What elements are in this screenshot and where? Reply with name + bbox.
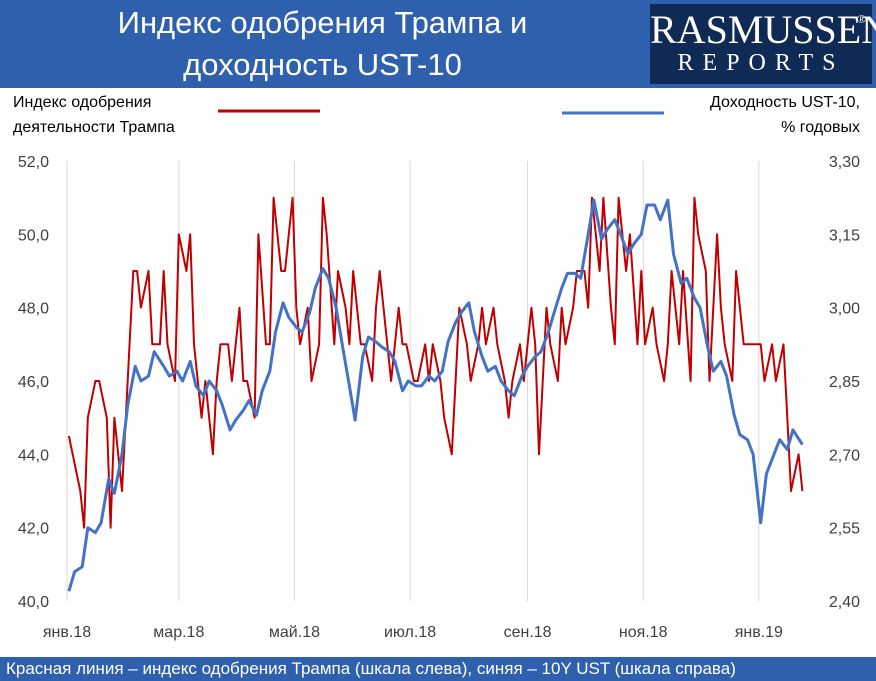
legend: Индекс одобрения деятельности Трампа Дох… — [13, 94, 860, 136]
x-tick-label: май.18 — [269, 624, 320, 641]
x-tick-label: янв.18 — [43, 624, 91, 641]
y-right-tick-label: 2,55 — [829, 521, 860, 538]
y-left-tick-label: 42,0 — [18, 521, 49, 538]
logo-bottom-text: REPORTS — [677, 50, 845, 76]
left-axis-label-line1: Индекс одобрения — [13, 94, 151, 111]
y-left-tick-label: 46,0 — [18, 374, 49, 391]
x-tick-label: сен.18 — [504, 624, 552, 641]
x-tick-label: июл.18 — [384, 624, 436, 641]
y-left-tick-label: 48,0 — [18, 301, 49, 318]
y-left-tick-label: 52,0 — [18, 154, 49, 171]
series-line-approval — [67, 196, 804, 529]
rasmussen-logo: RASMUSSEN ® REPORTS — [650, 4, 876, 84]
y-right-tick-label: 3,00 — [829, 301, 860, 318]
logo-registered-mark: ® — [856, 12, 866, 26]
header-bar: Индекс одобрения Трампа и доходность UST… — [0, 0, 876, 88]
right-axis-ticks: 2,40 2,55 2,70 2,85 3,00 3,15 3,30 — [829, 154, 860, 611]
y-right-tick-label: 2,70 — [829, 447, 860, 464]
y-left-tick-label: 40,0 — [18, 594, 49, 611]
left-axis-ticks: 40,0 42,0 44,0 46,0 48,0 50,0 52,0 — [18, 154, 49, 611]
series-line-yield — [67, 198, 804, 592]
y-right-tick-label: 2,85 — [829, 374, 860, 391]
x-axis-ticks: янв.18 мар.18 май.18 июл.18 сен.18 ноя.18 янв.… — [43, 624, 783, 641]
chart-area: Индекс одобрения деятельности Трампа Дох… — [13, 94, 860, 641]
x-tick-label: янв.19 — [735, 624, 783, 641]
x-tick-label: мар.18 — [153, 624, 204, 641]
left-axis-label-line2: деятельности Трампа — [13, 119, 175, 136]
y-left-tick-label: 44,0 — [18, 447, 49, 464]
series-group — [67, 196, 804, 592]
x-tick-label: ноя.18 — [619, 624, 668, 641]
y-right-tick-label: 2,40 — [829, 594, 860, 611]
y-left-tick-label: 50,0 — [18, 227, 49, 244]
right-axis-label-line2: % годовых — [781, 119, 860, 136]
chart-title: Индекс одобрения Трампа и доходность UST… — [0, 2, 645, 86]
footer-caption: Красная линия – индекс одобрения Трампа … — [0, 657, 876, 681]
y-right-tick-label: 3,15 — [829, 227, 860, 244]
y-right-tick-label: 3,30 — [829, 154, 860, 171]
logo-top-text: RASMUSSEN — [650, 7, 876, 52]
right-axis-label-line1: Доходность UST-10, — [710, 94, 860, 111]
chart-title-line1: Индекс одобрения Трампа и — [117, 5, 528, 40]
chart-title-line2: доходность UST-10 — [183, 47, 462, 82]
